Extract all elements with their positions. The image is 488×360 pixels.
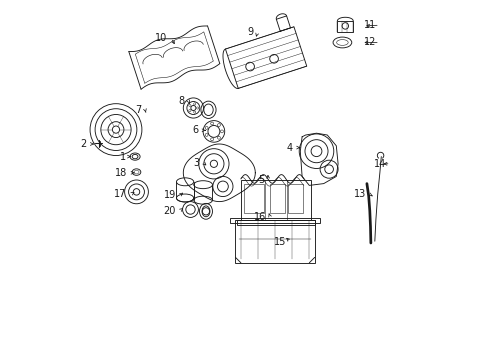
Text: 6: 6 (192, 125, 199, 135)
Bar (337, 21, 352, 32)
Bar (244, 184, 264, 213)
Text: 14: 14 (374, 159, 386, 169)
Text: 7: 7 (135, 105, 141, 115)
Text: 13: 13 (353, 189, 365, 199)
Text: 4: 4 (286, 143, 292, 153)
Text: 20: 20 (163, 206, 176, 216)
Text: 1: 1 (120, 152, 125, 162)
Text: 2: 2 (80, 139, 86, 149)
Bar (269, 184, 285, 213)
Bar (237, 220, 314, 225)
Text: 9: 9 (247, 27, 253, 37)
Text: 8: 8 (178, 96, 184, 106)
Text: 10: 10 (155, 33, 167, 43)
Text: 5: 5 (258, 175, 264, 185)
Bar (241, 180, 310, 220)
Text: 12: 12 (363, 37, 375, 48)
Text: 3: 3 (193, 158, 199, 168)
Bar (235, 220, 314, 263)
Bar (287, 184, 303, 213)
Text: 11: 11 (363, 20, 375, 30)
Text: 18: 18 (114, 168, 126, 178)
Text: 15: 15 (274, 237, 286, 247)
Text: 16: 16 (253, 212, 265, 222)
Text: 19: 19 (163, 190, 176, 200)
Bar (230, 218, 320, 223)
Text: 17: 17 (114, 189, 126, 199)
